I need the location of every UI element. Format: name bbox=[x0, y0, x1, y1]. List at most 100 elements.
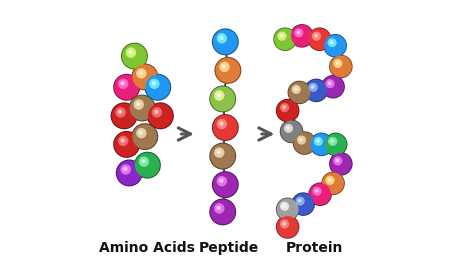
Circle shape bbox=[329, 55, 353, 78]
Circle shape bbox=[280, 34, 283, 38]
Circle shape bbox=[147, 102, 174, 129]
Circle shape bbox=[214, 57, 241, 84]
Circle shape bbox=[330, 153, 352, 175]
Circle shape bbox=[123, 167, 128, 171]
Circle shape bbox=[280, 120, 303, 143]
Circle shape bbox=[328, 38, 337, 47]
Circle shape bbox=[209, 198, 236, 225]
Circle shape bbox=[117, 161, 142, 185]
Circle shape bbox=[297, 135, 306, 145]
Circle shape bbox=[219, 62, 230, 72]
Circle shape bbox=[130, 96, 155, 121]
Circle shape bbox=[281, 121, 302, 142]
Circle shape bbox=[136, 102, 140, 106]
Circle shape bbox=[321, 172, 345, 195]
Circle shape bbox=[212, 28, 239, 55]
Circle shape bbox=[116, 159, 143, 187]
Circle shape bbox=[276, 99, 300, 122]
Circle shape bbox=[122, 44, 147, 69]
Circle shape bbox=[110, 102, 137, 129]
Circle shape bbox=[330, 40, 334, 44]
Circle shape bbox=[277, 216, 299, 238]
Circle shape bbox=[282, 204, 286, 208]
Circle shape bbox=[141, 159, 146, 163]
Circle shape bbox=[293, 131, 316, 155]
Circle shape bbox=[114, 75, 139, 100]
Circle shape bbox=[280, 103, 289, 112]
Circle shape bbox=[277, 32, 287, 41]
Circle shape bbox=[321, 75, 345, 99]
Circle shape bbox=[298, 199, 301, 203]
Circle shape bbox=[111, 103, 137, 128]
Circle shape bbox=[292, 85, 301, 94]
Text: Peptide: Peptide bbox=[199, 241, 259, 255]
Circle shape bbox=[291, 25, 313, 47]
Circle shape bbox=[276, 198, 300, 221]
Circle shape bbox=[135, 153, 160, 178]
Circle shape bbox=[328, 178, 331, 182]
Circle shape bbox=[214, 90, 225, 101]
Circle shape bbox=[118, 136, 128, 146]
Circle shape bbox=[328, 137, 337, 146]
Circle shape bbox=[148, 103, 173, 128]
Circle shape bbox=[212, 171, 239, 198]
Circle shape bbox=[316, 139, 320, 143]
Circle shape bbox=[333, 59, 342, 68]
Circle shape bbox=[134, 152, 161, 178]
Circle shape bbox=[217, 150, 221, 154]
Circle shape bbox=[305, 80, 327, 101]
Text: Amino Acids: Amino Acids bbox=[100, 241, 195, 255]
Circle shape bbox=[213, 172, 238, 197]
Circle shape bbox=[330, 55, 352, 77]
Circle shape bbox=[213, 115, 238, 140]
Circle shape bbox=[217, 206, 221, 210]
Circle shape bbox=[152, 81, 156, 85]
Circle shape bbox=[128, 50, 133, 54]
Circle shape bbox=[326, 176, 335, 185]
Circle shape bbox=[118, 79, 128, 89]
Circle shape bbox=[145, 74, 171, 101]
Circle shape bbox=[118, 110, 122, 114]
Circle shape bbox=[210, 87, 235, 111]
Circle shape bbox=[121, 43, 148, 70]
Circle shape bbox=[114, 132, 139, 157]
Circle shape bbox=[113, 131, 140, 158]
Circle shape bbox=[308, 183, 332, 206]
Circle shape bbox=[299, 138, 303, 142]
Circle shape bbox=[282, 222, 286, 225]
Circle shape bbox=[216, 58, 240, 83]
Circle shape bbox=[138, 71, 143, 75]
Circle shape bbox=[217, 93, 221, 97]
Circle shape bbox=[217, 119, 227, 129]
Circle shape bbox=[308, 27, 331, 51]
Circle shape bbox=[324, 35, 346, 57]
Circle shape bbox=[280, 219, 289, 229]
Circle shape bbox=[213, 29, 238, 54]
Circle shape bbox=[294, 87, 298, 91]
Circle shape bbox=[326, 79, 335, 88]
Circle shape bbox=[311, 85, 315, 89]
Circle shape bbox=[294, 28, 303, 37]
Circle shape bbox=[330, 139, 334, 143]
Circle shape bbox=[136, 128, 146, 138]
Circle shape bbox=[325, 133, 346, 155]
Circle shape bbox=[152, 107, 162, 118]
Circle shape bbox=[219, 36, 224, 40]
Circle shape bbox=[120, 164, 131, 175]
Circle shape bbox=[292, 192, 315, 216]
Circle shape bbox=[328, 81, 331, 85]
Circle shape bbox=[315, 189, 319, 193]
Circle shape bbox=[210, 144, 235, 169]
Circle shape bbox=[277, 198, 299, 220]
Circle shape bbox=[336, 158, 339, 162]
Circle shape bbox=[154, 110, 159, 114]
Circle shape bbox=[309, 83, 318, 92]
Circle shape bbox=[329, 152, 353, 176]
Circle shape bbox=[134, 99, 144, 110]
Circle shape bbox=[309, 28, 330, 50]
Circle shape bbox=[288, 81, 310, 103]
Circle shape bbox=[324, 133, 347, 156]
Circle shape bbox=[280, 202, 289, 211]
Circle shape bbox=[209, 143, 236, 170]
Circle shape bbox=[292, 193, 314, 215]
